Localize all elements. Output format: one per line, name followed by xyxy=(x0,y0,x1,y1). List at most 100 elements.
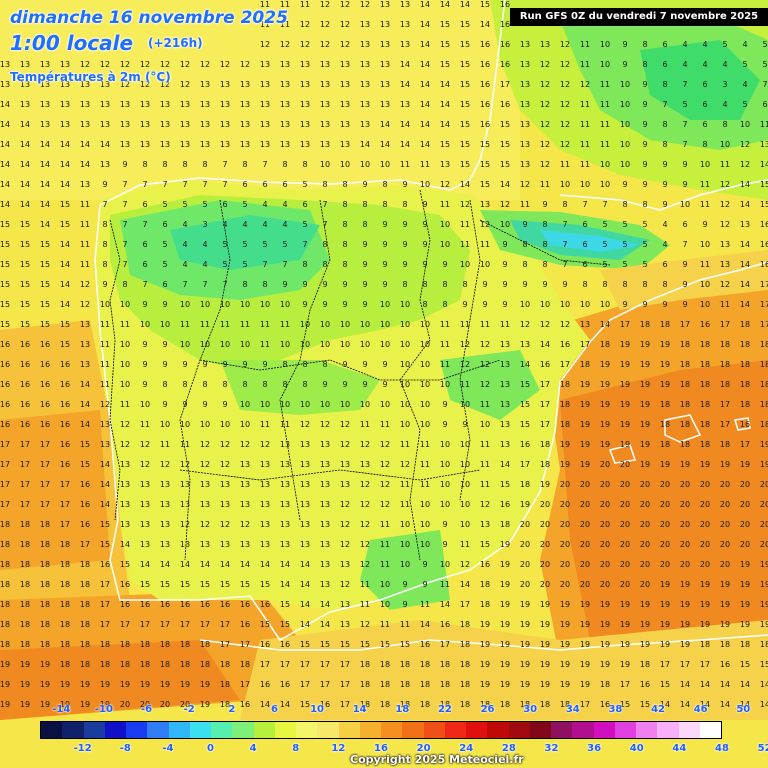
grid-value: 15 xyxy=(0,220,11,229)
grid-value: 19 xyxy=(619,360,631,369)
grid-value: 12 xyxy=(579,80,591,89)
grid-value: 5 xyxy=(242,260,248,269)
grid-value: 14 xyxy=(439,0,451,9)
grid-value: 16 xyxy=(239,700,251,709)
grid-value: 9 xyxy=(342,280,348,289)
grid-value: 18 xyxy=(39,540,51,549)
grid-value: 5 xyxy=(162,240,168,249)
grid-value: 17 xyxy=(339,680,351,689)
grid-value: 11 xyxy=(439,200,451,209)
grid-value: 8 xyxy=(322,240,328,249)
grid-value: 9 xyxy=(322,380,328,389)
grid-value: 4 xyxy=(282,200,288,209)
grid-value: 13 xyxy=(339,100,351,109)
grid-value: 12 xyxy=(339,420,351,429)
grid-value: 11 xyxy=(99,340,111,349)
grid-value: 12 xyxy=(459,560,471,569)
grid-value: 6 xyxy=(682,220,688,229)
grid-value: 16 xyxy=(719,660,731,669)
grid-value: 20 xyxy=(619,500,631,509)
grid-value: 9 xyxy=(302,280,308,289)
grid-value: 11 xyxy=(419,600,431,609)
grid-value: 5 xyxy=(202,200,208,209)
grid-value: 10 xyxy=(139,400,151,409)
grid-value: 14 xyxy=(419,60,431,69)
grid-value: 20 xyxy=(539,520,551,529)
grid-value: 13 xyxy=(259,100,271,109)
grid-value: 14 xyxy=(0,100,11,109)
grid-value: 11 xyxy=(719,160,731,169)
grid-value: 15 xyxy=(0,320,11,329)
grid-value: 12 xyxy=(459,360,471,369)
grid-value: 18 xyxy=(479,600,491,609)
grid-value: 16 xyxy=(599,700,611,709)
grid-value: 15 xyxy=(0,300,11,309)
grid-value: 18 xyxy=(59,640,71,649)
grid-value: 8 xyxy=(262,280,268,289)
grid-value: 18 xyxy=(459,680,471,689)
grid-value: 19 xyxy=(619,400,631,409)
grid-value: 10 xyxy=(219,300,231,309)
grid-value: 13 xyxy=(219,120,231,129)
grid-value: 10 xyxy=(199,300,211,309)
grid-value: 9 xyxy=(462,300,468,309)
grid-value: 9 xyxy=(642,120,648,129)
grid-value: 8 xyxy=(522,260,528,269)
grid-value: 20 xyxy=(659,560,671,569)
grid-value: 4 xyxy=(182,240,188,249)
grid-value: 20 xyxy=(559,580,571,589)
grid-value: 18 xyxy=(699,440,711,449)
grid-value: 14 xyxy=(419,120,431,129)
grid-value: 13 xyxy=(159,140,171,149)
grid-value: 19 xyxy=(499,680,511,689)
grid-value: 9 xyxy=(682,160,688,169)
grid-value: 11 xyxy=(379,420,391,429)
grid-value: 14 xyxy=(459,180,471,189)
grid-value: 13 xyxy=(299,460,311,469)
grid-value: 10 xyxy=(379,400,391,409)
grid-value: 18 xyxy=(119,660,131,669)
grid-value: 11 xyxy=(699,200,711,209)
grid-value: 13 xyxy=(339,80,351,89)
grid-value: 20 xyxy=(539,560,551,569)
grid-value: 17 xyxy=(739,440,751,449)
grid-value: 13 xyxy=(399,20,411,29)
grid-value: 15 xyxy=(279,600,291,609)
scale-label-bottom: 16 xyxy=(374,743,388,754)
grid-value: 17 xyxy=(279,660,291,669)
grid-value: 19 xyxy=(19,680,31,689)
grid-value: 19 xyxy=(759,620,768,629)
grid-value: 9 xyxy=(482,280,488,289)
grid-value: 8 xyxy=(422,300,428,309)
grid-value: 9 xyxy=(442,520,448,529)
grid-value: 5 xyxy=(622,260,628,269)
grid-value: 18 xyxy=(739,360,751,369)
grid-value: 17 xyxy=(19,500,31,509)
grid-value: 10 xyxy=(339,320,351,329)
grid-value: 11 xyxy=(459,380,471,389)
grid-value: 13 xyxy=(119,140,131,149)
grid-value: 12 xyxy=(379,440,391,449)
grid-value: 8 xyxy=(662,120,668,129)
grid-value: 10 xyxy=(379,580,391,589)
grid-value: 12 xyxy=(119,440,131,449)
grid-value: 14 xyxy=(519,360,531,369)
grid-value: 9 xyxy=(302,300,308,309)
grid-value: 8 xyxy=(442,300,448,309)
grid-value: 10 xyxy=(579,300,591,309)
grid-value: 18 xyxy=(19,620,31,629)
grid-value: 9 xyxy=(522,220,528,229)
grid-value: 8 xyxy=(382,200,388,209)
grid-value: 8 xyxy=(662,280,668,289)
grid-value: 9 xyxy=(622,40,628,49)
grid-value: 8 xyxy=(722,120,728,129)
scale-label-top: -14 xyxy=(52,704,71,715)
grid-value: 16 xyxy=(319,700,331,709)
grid-value: 15 xyxy=(259,580,271,589)
scale-swatch xyxy=(614,722,636,738)
grid-value: 9 xyxy=(282,280,288,289)
grid-value: 16 xyxy=(759,260,768,269)
grid-value: 7 xyxy=(582,200,588,209)
grid-value: 12 xyxy=(539,120,551,129)
scale-swatch xyxy=(593,722,615,738)
